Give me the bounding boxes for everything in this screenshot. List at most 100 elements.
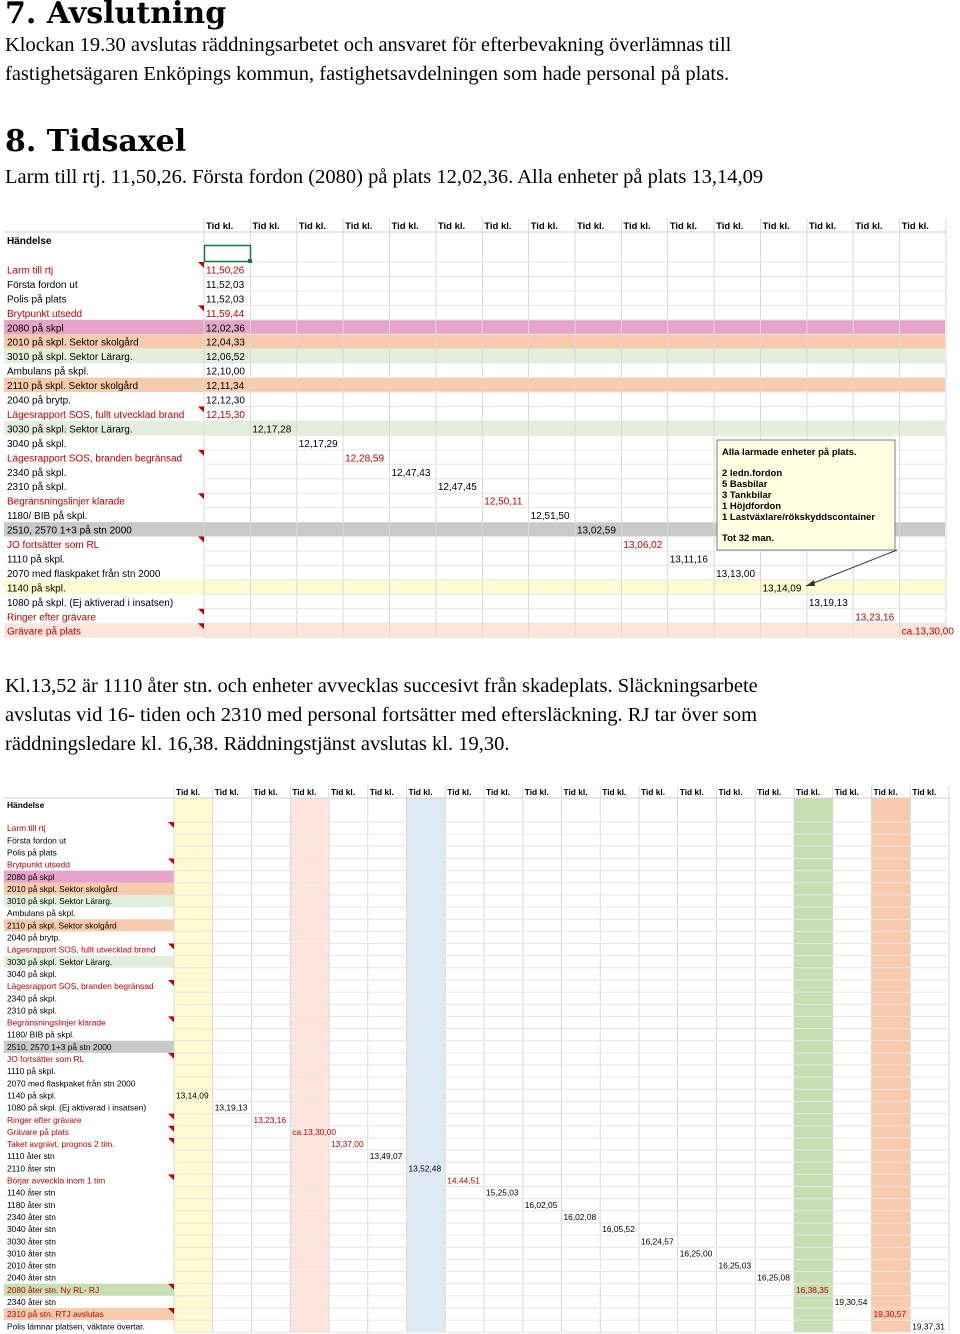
note-box xyxy=(716,439,896,551)
column-header-label: Tid kl. xyxy=(331,787,355,797)
comment-marker-icon xyxy=(198,608,204,615)
row-event-label: 2010 på skpl. Sektor skolgård xyxy=(7,337,139,349)
comment-marker-icon xyxy=(198,623,204,630)
column-header-label: Tid kl. xyxy=(254,787,278,797)
note-line: 1 Höjdfordon xyxy=(722,501,781,512)
column-header-label: Tid kl. xyxy=(680,787,704,797)
note-line: 1 Lastväxlare/rökskyddscontainer xyxy=(722,512,875,523)
time-cell: 12,04,33 xyxy=(206,338,245,349)
section-8-heading: 8. Tidsaxel xyxy=(5,124,187,159)
comment-marker-icon xyxy=(198,493,204,500)
after-text-line-3: räddningsledare kl. 16,38. Räddningstjän… xyxy=(5,733,510,755)
section-7-line-2: fastighetsägaren Enköpings kommun, fasti… xyxy=(5,63,730,85)
row-event-label: 3040 på skpl. xyxy=(7,969,57,979)
row-event-label: 2310 på stn. RTJ avslutas xyxy=(7,1309,104,1319)
time-cell: 12,10,00 xyxy=(206,367,245,378)
time-cell: 16,25,00 xyxy=(680,1248,713,1258)
column-header-label: Tid kl. xyxy=(874,787,898,797)
note-line: 5 Basbilar xyxy=(722,479,768,490)
row-event-label: Börjar avveckla inom 1 tim xyxy=(7,1176,105,1186)
time-cell: 14,44,51 xyxy=(447,1176,480,1186)
time-cell: 13,19,13 xyxy=(215,1103,248,1113)
row-event-label: 3030 på skpl. Sektor Lärarg. xyxy=(7,957,112,967)
row-event-label: Begränsningslinjer klarade xyxy=(7,497,125,508)
row-event-label: 3010 på skpl. Sektor Lärarg. xyxy=(7,896,112,906)
column-header-label: Tid kl. xyxy=(409,787,433,797)
column-header-label: Tid kl. xyxy=(531,221,558,232)
row-event-label: 1080 på skpl. (Ej aktiverad i insatsen) xyxy=(7,1103,146,1113)
row-event-label: 2070 med flaskpaket från stn 2000 xyxy=(7,568,161,580)
column-header-label: Tid kl. xyxy=(292,787,316,797)
row-event-label: Lägesrapport SOS, fullt utvecklad brand xyxy=(7,945,156,955)
comment-marker-icon xyxy=(198,305,204,312)
time-cell: 12,47,43 xyxy=(392,468,431,479)
row-event-label: 2340 på skpl. xyxy=(7,993,57,1003)
column-header-label: Tid kl. xyxy=(763,221,790,232)
row-highlight xyxy=(4,334,945,349)
timeline-spreadsheet-1: Tid kl. Tid kl. Tid kl. Tid kl. Tid kl. Tid k… xyxy=(4,218,956,640)
column-header-label: Tid kl. xyxy=(835,787,859,797)
time-cell: 12,15,30 xyxy=(206,410,245,421)
time-cell: 13,37,00 xyxy=(331,1139,364,1149)
time-cell: 12,06,52 xyxy=(206,352,245,363)
selected-cell xyxy=(203,244,252,263)
row-event-label: 2010 åter stn xyxy=(7,1261,56,1271)
spreadsheet-svg: Tid kl. Tid kl. Tid kl. Tid kl. Tid kl. Tid k… xyxy=(4,218,956,640)
row-event-label: Brytpunkt utsedd xyxy=(7,860,70,870)
time-cell: 13,19,13 xyxy=(809,598,848,609)
comment-marker-icon xyxy=(168,979,174,986)
column-header-label: Tid kl. xyxy=(912,787,936,797)
time-cell: 12,28,59 xyxy=(345,453,384,464)
time-cell: 11,50,26 xyxy=(206,265,245,276)
row-event-label: Första fordon ut xyxy=(7,835,67,845)
row-event-label: Ambulans på skpl. xyxy=(7,908,75,918)
row-highlight xyxy=(4,870,174,883)
comment-marker-icon xyxy=(168,1174,174,1181)
row-event-label: JO fortsätter som RL xyxy=(7,540,100,551)
note-pointer-line xyxy=(805,549,898,587)
column-header-label: Tid kl. xyxy=(370,787,394,797)
note-line: 2 ledn.fordon xyxy=(722,468,782,479)
row-event-label: 1180/ BIB på skpl. xyxy=(7,1030,74,1040)
time-cell: 12,02,36 xyxy=(206,323,245,334)
row-event-label: 1080 på skpl. (Ej aktiverad i insatsen) xyxy=(7,597,173,609)
row-event-label: Polis på plats xyxy=(7,293,66,305)
time-cell: 13,11,16 xyxy=(670,554,709,565)
column-header-label: Tid kl. xyxy=(438,221,465,232)
row-highlight xyxy=(4,1283,174,1296)
row-event-label: 2080 på skpl xyxy=(7,872,55,882)
time-cell: 13,13,00 xyxy=(716,569,755,580)
row-event-label: Första fordon ut xyxy=(7,280,78,291)
row-event-label: Begränsningslinjer klarade xyxy=(7,1018,106,1028)
time-cell: 13,23,16 xyxy=(855,612,894,623)
row-event-label: 2310 på skpl. xyxy=(7,481,67,493)
comment-marker-icon xyxy=(168,1016,174,1023)
comment-marker-icon xyxy=(198,406,204,413)
column-header-label: Tid kl. xyxy=(176,787,200,797)
column-header-label: Tid kl. xyxy=(796,787,820,797)
row-event-label: Brytpunkt utsedd xyxy=(7,309,82,320)
column-header-label: Tid kl. xyxy=(757,787,781,797)
row-event-label: Taket avgrävt, prognos 2 tim. xyxy=(7,1139,115,1149)
row-highlight xyxy=(4,1040,174,1053)
row-event-label: 2040 på brytp. xyxy=(7,933,61,943)
after-text-line-2: avslutas vid 16- tiden och 2310 med pers… xyxy=(5,704,758,726)
row-event-label: Grävare på plats xyxy=(7,1127,69,1137)
time-cell: 13,52,48 xyxy=(409,1163,442,1173)
column-header-label: Tid kl. xyxy=(716,221,743,232)
row-event-label: 3030 på skpl. Sektor Lärarg. xyxy=(7,423,133,435)
comment-marker-icon xyxy=(168,1283,174,1290)
row-event-label: 2110 på skpl. Sektor skolgård xyxy=(7,920,117,930)
column-header-label: Tid kl. xyxy=(484,221,511,232)
row-event-label: 3040 på skpl. xyxy=(7,438,67,450)
column-header-label: Tid kl. xyxy=(577,221,604,232)
column-header-label: Tid kl. xyxy=(252,221,279,232)
section-7-line-1: Klockan 19.30 avslutas räddningsarbetet … xyxy=(5,34,732,56)
time-cell: 13,14,09 xyxy=(176,1090,209,1100)
row-event-label: Ringer efter grävare xyxy=(7,1115,82,1125)
column-header-label: Tid kl. xyxy=(525,787,549,797)
row-event-label: 2110 på skpl. Sektor skolgård xyxy=(7,380,138,392)
note-line: 3 Tankbilar xyxy=(722,490,772,501)
row-event-label: 2080 på skpl xyxy=(7,322,64,334)
timeline-summary: Larm till rtj. 11,50,26. Första fordon (… xyxy=(5,166,764,188)
